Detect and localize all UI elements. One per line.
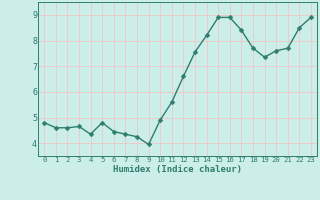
X-axis label: Humidex (Indice chaleur): Humidex (Indice chaleur) — [113, 165, 242, 174]
